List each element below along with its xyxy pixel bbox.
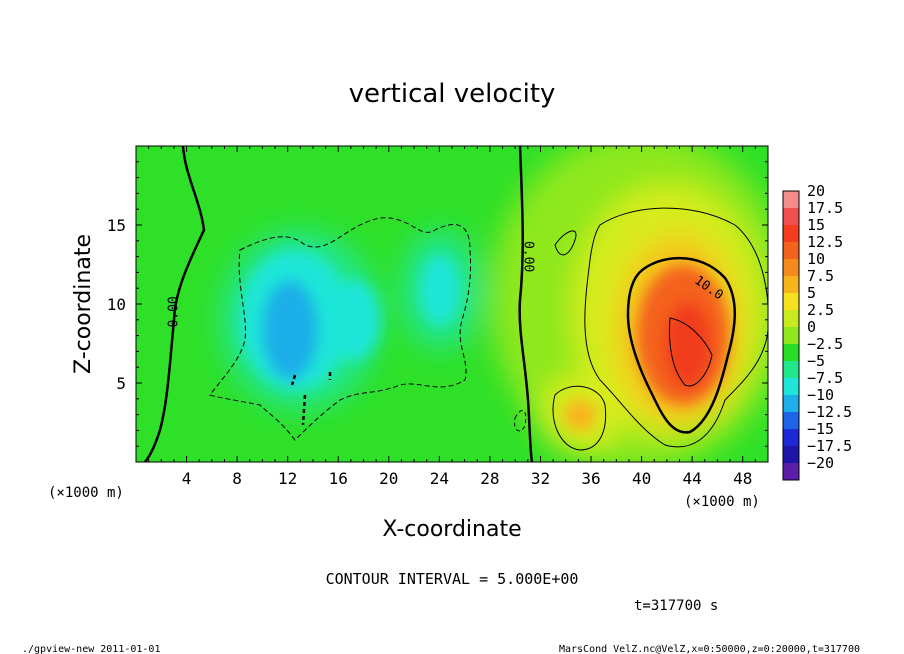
colorbar-label: 12.5 (807, 233, 843, 251)
y-unit-label: (×1000 m) (48, 485, 124, 501)
colorbar-cell (783, 344, 799, 361)
colorbar-cell (783, 412, 799, 429)
colorbar-cell (783, 463, 799, 480)
colorbar-label: 5 (807, 284, 816, 302)
colorbar-label: −12.5 (807, 403, 852, 421)
contour-fifteen (669, 317, 713, 387)
colorbar-label: 15 (807, 216, 825, 234)
x-tick-label: 44 (683, 469, 702, 488)
contour-negative (209, 217, 471, 441)
contour-label: 0.00 (166, 296, 181, 327)
contour-zero (518, 146, 534, 462)
contour-negative (513, 410, 527, 432)
x-tick-label: 40 (632, 469, 651, 488)
x-tick-label: 4 (182, 469, 192, 488)
colorbar-cell (783, 293, 799, 310)
contour-label: 0.00 (520, 241, 535, 272)
colorbar-cell (783, 395, 799, 412)
x-unit-label: (×1000 m) (684, 494, 760, 510)
x-tick-label: 32 (531, 469, 550, 488)
x-tick-label: 16 (329, 469, 348, 488)
chart-title: vertical velocity (349, 79, 556, 109)
colorbar-label: 17.5 (807, 199, 843, 217)
contour-five (554, 230, 577, 256)
colorbar-cell (783, 446, 799, 463)
colorbar-cell (783, 429, 799, 446)
colorbar-label: −5 (807, 352, 825, 370)
colorbar-cell (783, 361, 799, 378)
field-blob (564, 399, 596, 431)
colorbar-label: −20 (807, 454, 834, 472)
x-tick-label: 28 (480, 469, 499, 488)
y-axis-label: Z-coordinate (71, 234, 96, 374)
y-tick-label: 15 (107, 216, 126, 235)
colorbar-cell (783, 378, 799, 395)
footer-right: MarsCond_VelZ.nc@VelZ,x=0:50000,z=0:2000… (559, 644, 860, 654)
y-tick-label: 5 (116, 374, 126, 393)
colorbar: 2017.51512.5107.552.50−2.5−5−7.5−10−12.5… (782, 182, 852, 481)
contour-five (584, 207, 768, 448)
colorbar-label: −2.5 (807, 335, 843, 353)
colorbar-cell (783, 310, 799, 327)
y-tick-label: 10 (107, 295, 126, 314)
colorbar-label: 0 (807, 318, 816, 336)
y-axis: 5 10 15 (107, 161, 768, 447)
x-tick-label: 12 (278, 469, 297, 488)
field-blob (664, 301, 712, 389)
x-tick-label: 20 (379, 469, 398, 488)
colorbar-cell (783, 225, 799, 242)
colorbar-cell (783, 242, 799, 259)
time-text: t=317700 s (634, 598, 718, 614)
colorbar-cell (783, 276, 799, 293)
x-tick-label: 48 (733, 469, 752, 488)
contour-zero (144, 146, 206, 462)
contour-five (552, 385, 607, 451)
colorbar-label: 20 (807, 182, 825, 200)
colorbar-label: −7.5 (807, 369, 843, 387)
colorbar-label: −10 (807, 386, 834, 404)
colorbar-frame (782, 190, 800, 481)
colorbar-cell (783, 259, 799, 276)
x-axis-label: X-coordinate (382, 517, 521, 542)
contour-interval-text: CONTOUR INTERVAL = 5.000E+00 (326, 570, 579, 588)
colorbar-cell (783, 327, 799, 344)
contour-ten (626, 256, 736, 434)
colorbar-cell (783, 208, 799, 225)
x-axis: 4 8 12 16 20 24 28 32 36 40 44 48 (148, 146, 756, 488)
colorbar-label: 2.5 (807, 301, 834, 319)
x-tick-label: 36 (581, 469, 600, 488)
x-tick-label: 8 (232, 469, 242, 488)
x-tick-label: 24 (430, 469, 449, 488)
footer-left: ./gpview-new 2011-01-01 (22, 644, 160, 654)
colorbar-label: 10 (807, 250, 825, 268)
field-blob (420, 255, 460, 325)
field-blob (262, 280, 318, 380)
colorbar-cell (783, 191, 799, 208)
colorbar-label: 7.5 (807, 267, 834, 285)
colorbar-label: −17.5 (807, 437, 852, 455)
colorbar-label: −15 (807, 420, 834, 438)
contour-negative-small (290, 372, 332, 426)
field-blob (330, 280, 380, 360)
